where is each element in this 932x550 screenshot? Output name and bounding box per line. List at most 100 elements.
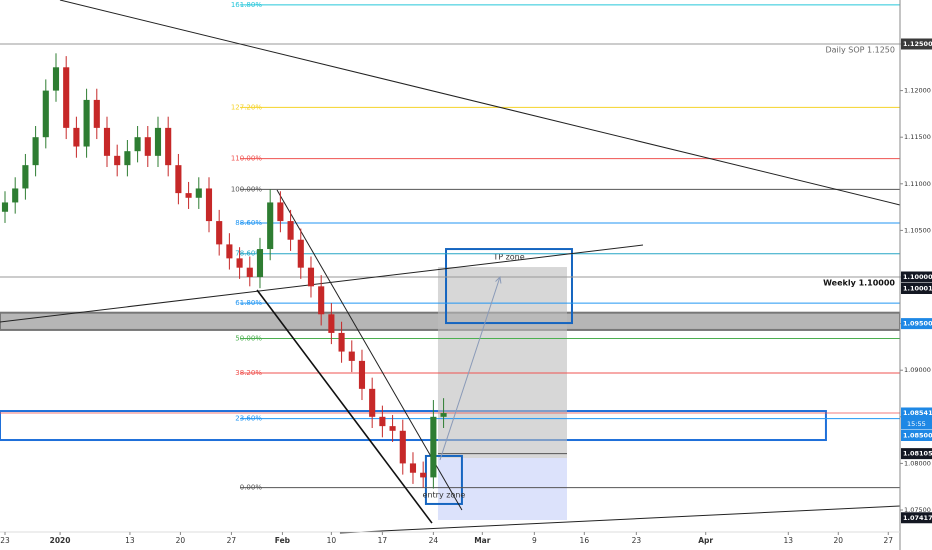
candle-body — [318, 286, 325, 315]
trend-line — [256, 289, 433, 524]
countdown-label: 15:55 — [907, 420, 926, 428]
x-tick-label: 24 — [429, 536, 439, 545]
zone-label: entry zone — [423, 490, 466, 499]
candle-body — [389, 426, 396, 431]
candle-body — [185, 193, 192, 198]
candle-body — [103, 127, 111, 156]
candle-body — [42, 90, 49, 138]
x-tick-label: 13 — [784, 536, 794, 545]
price-tag — [901, 448, 932, 460]
candle-body — [338, 332, 345, 352]
candle-body — [52, 67, 60, 91]
candle-body — [205, 188, 213, 222]
candle-body — [409, 463, 417, 473]
price-tag-label: 1.12500 — [903, 40, 932, 48]
fib-label: 78.60% — [235, 250, 262, 258]
candle-body — [369, 388, 376, 417]
candle-body — [256, 249, 264, 278]
fib-label: 161.80% — [231, 1, 262, 9]
x-tick-label: 27 — [227, 536, 237, 545]
x-tick-label: 27 — [883, 536, 893, 545]
candle-body — [287, 221, 294, 240]
candle-body — [12, 188, 19, 203]
candle-body — [216, 221, 223, 245]
x-tick-label: 23 — [0, 536, 10, 545]
candle-body — [93, 99, 100, 128]
y-tick-label: 1.10500 — [904, 226, 931, 234]
zone — [437, 267, 567, 459]
fib-label: 88.60% — [235, 219, 262, 227]
candle-body — [399, 430, 406, 464]
x-tick-label: Feb — [275, 536, 291, 545]
candle-body — [175, 165, 182, 194]
key-level-label: Weekly 1.10000 — [823, 279, 895, 288]
trend-line — [59, 0, 901, 206]
x-tick-label: 9 — [532, 536, 537, 545]
candle-body — [165, 127, 172, 166]
candle-body — [297, 239, 304, 268]
price-tag-label: 1.10000 — [903, 273, 932, 281]
candle-body — [124, 151, 131, 166]
candle-body — [114, 155, 121, 166]
fib-label: 23.60% — [235, 415, 262, 423]
price-tag-label: 1.09500 — [903, 320, 932, 328]
candle-body — [430, 416, 437, 478]
fib-label: 38.20% — [235, 369, 262, 377]
x-tick-label: 20 — [834, 536, 844, 545]
zone — [0, 410, 827, 442]
fib-label: 100.00% — [231, 185, 262, 193]
candle-body — [348, 351, 355, 361]
price-tag — [901, 318, 932, 330]
fib-label: 50.00% — [235, 335, 262, 343]
candle-body — [420, 472, 427, 478]
price-tag-label: 1.07417 — [903, 514, 932, 522]
candle-body — [246, 267, 253, 278]
candle-body — [22, 165, 29, 189]
candle-body — [73, 127, 80, 147]
candle-body — [440, 413, 447, 417]
fib-label: 127.20% — [231, 103, 262, 111]
candle-body — [134, 137, 141, 152]
x-tick-label: 17 — [378, 536, 388, 545]
candles — [1, 53, 447, 489]
candle-body — [277, 202, 284, 222]
drawings: TP zone entry zone 161.80% 127.20% 110.00% 10… — [0, 0, 901, 534]
y-tick-label: 1.12000 — [904, 87, 931, 95]
candle-body — [328, 314, 335, 333]
price-tag — [901, 38, 932, 50]
price-tag-label: 1.08105 — [903, 450, 932, 458]
price-tag — [901, 271, 932, 283]
y-tick-label: 1.08000 — [904, 459, 931, 467]
price-tag — [901, 283, 932, 295]
x-tick-label: Apr — [698, 536, 713, 545]
candle-body — [154, 127, 162, 156]
y-tick-label: 1.09000 — [904, 366, 931, 374]
key-level-label: Daily SOP 1.1250 — [825, 45, 895, 54]
x-tick-label: 23 — [632, 536, 642, 545]
x-tick-label: 13 — [125, 536, 135, 545]
candle-body — [226, 244, 233, 259]
candle-body — [236, 258, 243, 268]
price-tag — [901, 407, 932, 419]
price-tag — [901, 512, 932, 524]
zone — [445, 248, 573, 325]
y-tick-label: 1.11500 — [904, 133, 931, 141]
x-tick-label: 2020 — [50, 536, 71, 545]
candle-body — [379, 416, 386, 427]
zone — [424, 454, 463, 505]
candle-body — [307, 267, 315, 287]
price-tag-label: 1.10001 — [903, 285, 932, 293]
y-tick-label: 1.11000 — [904, 180, 931, 188]
candle-body — [83, 99, 90, 147]
candle-body — [63, 67, 70, 128]
trend-line — [339, 505, 901, 534]
x-tick-label: Mar — [474, 536, 491, 545]
candle-body — [358, 360, 366, 389]
fib-label: 110.00% — [231, 155, 262, 163]
zone-label: TP zone — [492, 253, 524, 262]
y-tick-label: 1.07500 — [904, 506, 931, 514]
countdown-tag — [901, 418, 932, 430]
candle-body — [195, 188, 202, 198]
candle-body — [1, 202, 9, 212]
